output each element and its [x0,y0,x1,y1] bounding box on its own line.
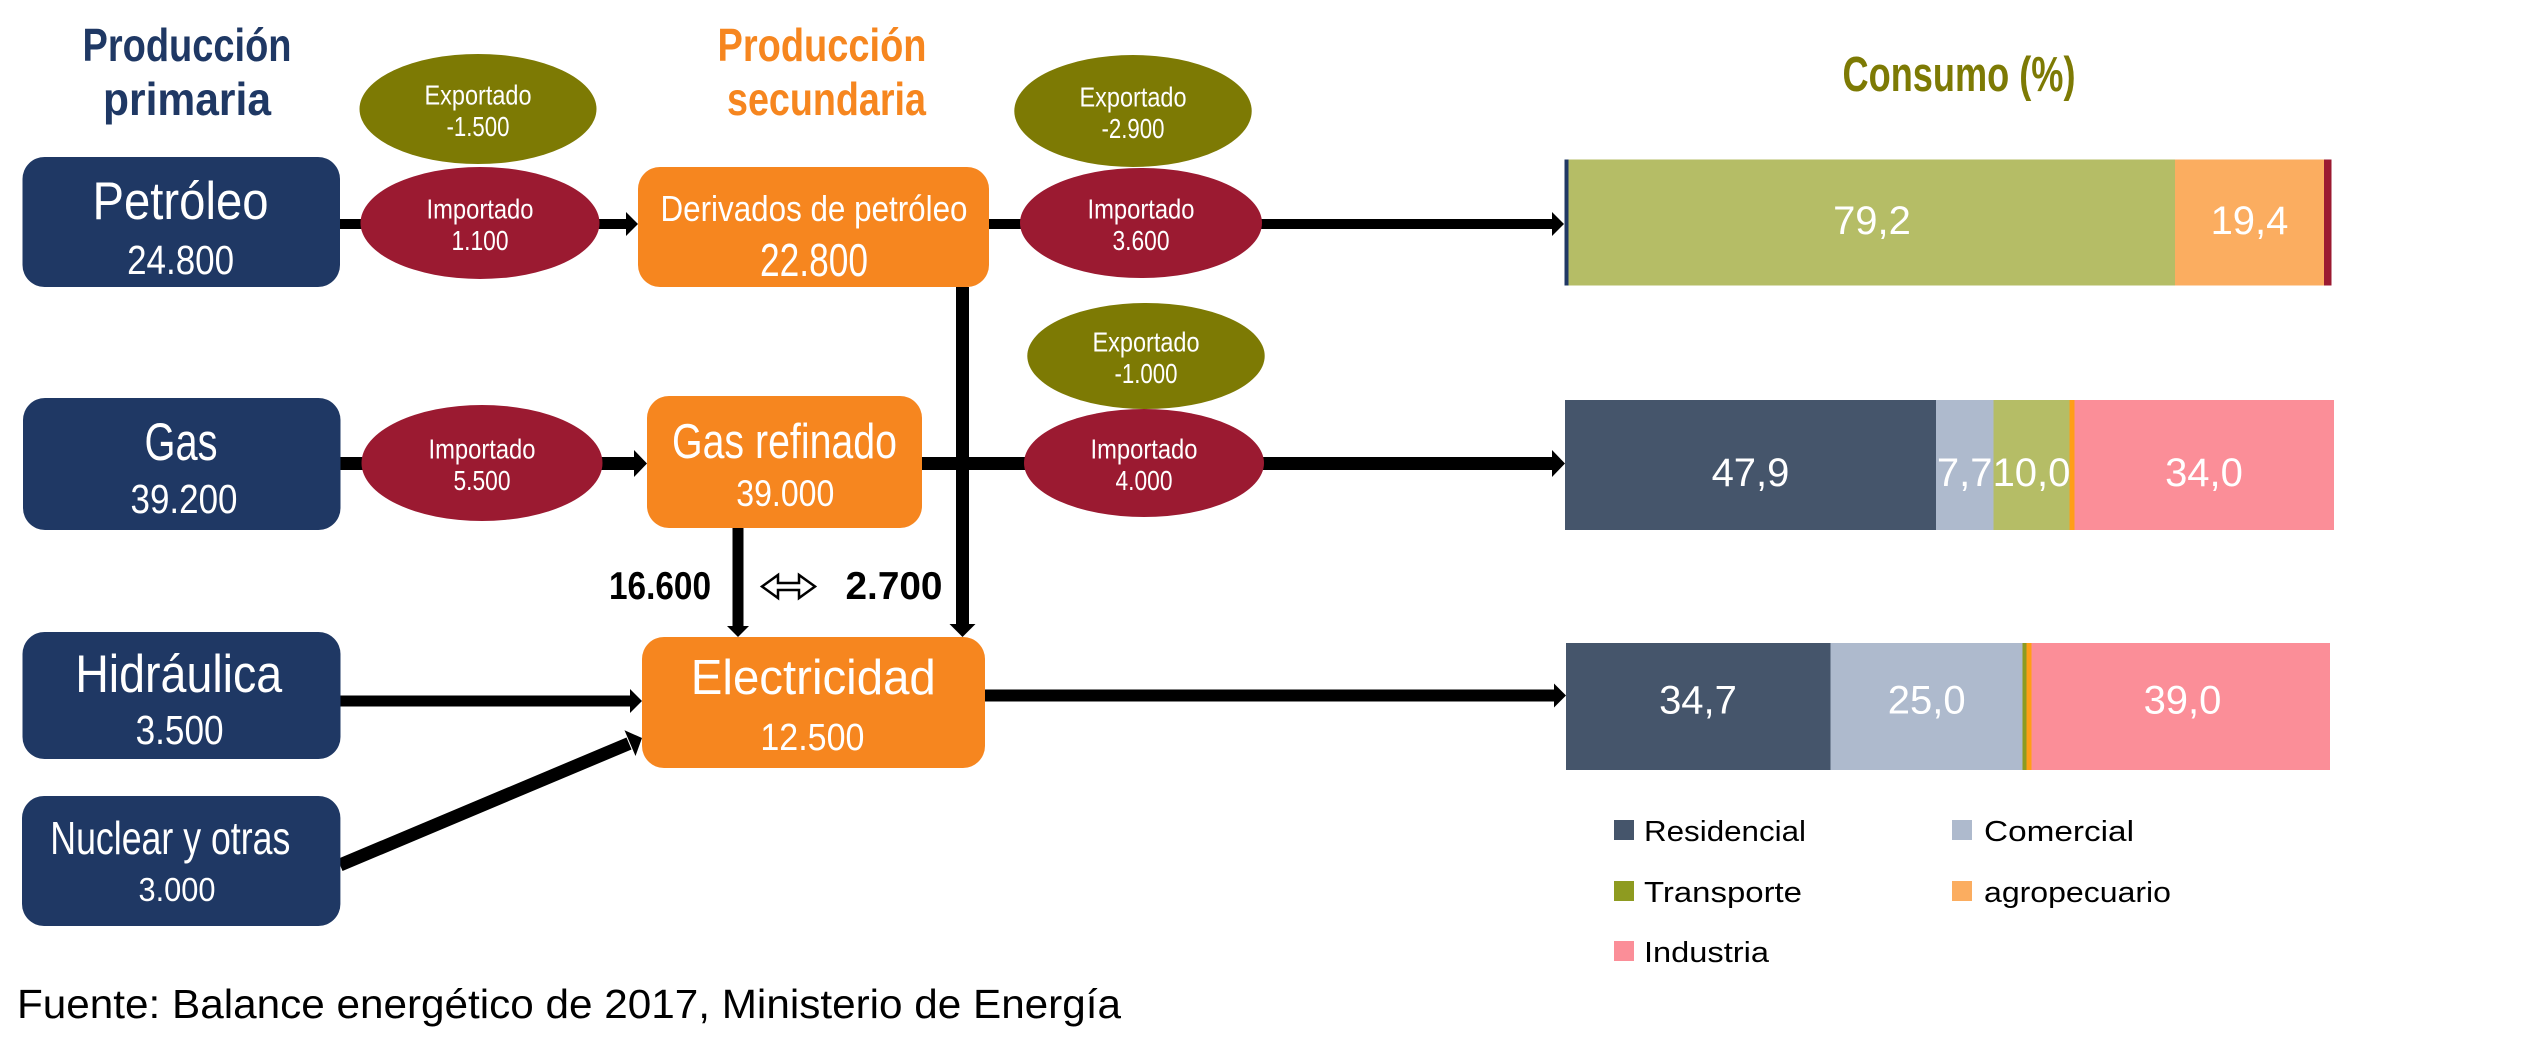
svg-text:39.200: 39.200 [131,476,238,522]
svg-text:34,7: 34,7 [1659,679,1737,723]
svg-text:24.800: 24.800 [127,237,234,283]
svg-text:22.800: 22.800 [760,234,868,286]
svg-text:Petróleo: Petróleo [93,172,269,231]
svg-text:79,2: 79,2 [1833,199,1911,243]
svg-text:Electricidad: Electricidad [691,651,936,705]
svg-text:19,4: 19,4 [2211,199,2289,243]
svg-text:Transporte: Transporte [1644,877,1802,909]
svg-text:16.600: 16.600 [609,565,711,608]
svg-text:Importado: Importado [429,434,536,465]
svg-text:Exportado: Exportado [1080,82,1187,113]
svg-text:2.700: 2.700 [846,565,943,608]
svg-text:Industria: Industria [1644,937,1770,969]
svg-text:5.500: 5.500 [454,465,511,496]
svg-text:3.000: 3.000 [139,871,216,908]
svg-text:Residencial: Residencial [1644,816,1806,848]
svg-text:Producción: Producción [718,19,927,71]
svg-text:Consumo (%): Consumo (%) [1843,48,2076,102]
svg-text:39,0: 39,0 [2144,679,2222,723]
svg-text:Importado: Importado [427,194,534,225]
svg-text:-1.500: -1.500 [447,111,510,142]
svg-text:Gas: Gas [145,413,218,472]
svg-text:agropecuario: agropecuario [1984,877,2171,909]
svg-text:34,0: 34,0 [2165,451,2243,495]
svg-text:10,0: 10,0 [1993,451,2071,495]
svg-text:3.600: 3.600 [1113,225,1170,256]
svg-text:-2.900: -2.900 [1102,113,1165,144]
svg-text:Exportado: Exportado [425,80,532,111]
svg-text:47,9: 47,9 [1712,451,1790,495]
svg-text:Producción: Producción [83,19,292,71]
svg-text:Derivados de petróleo: Derivados de petróleo [661,188,968,229]
svg-text:39.000: 39.000 [736,473,834,514]
svg-text:7,7: 7,7 [1937,451,1993,495]
svg-text:Nuclear y otras: Nuclear y otras [50,812,290,864]
svg-text:1.100: 1.100 [452,225,509,256]
svg-text:Importado: Importado [1091,434,1198,465]
svg-text:Fuente: Balance energético de: Fuente: Balance energético de 2017, Mini… [17,981,1121,1027]
svg-text:secundaria: secundaria [727,73,926,125]
svg-text:-1.000: -1.000 [1115,358,1178,389]
svg-text:12.500: 12.500 [760,717,864,759]
svg-text:Hidráulica: Hidráulica [75,645,282,704]
svg-text:primaria: primaria [103,73,271,125]
svg-text:3.500: 3.500 [136,707,224,753]
svg-text:Comercial: Comercial [1984,816,2134,848]
svg-text:Importado: Importado [1088,194,1195,225]
svg-text:4.000: 4.000 [1116,465,1173,496]
svg-text:25,0: 25,0 [1888,679,1966,723]
svg-text:Gas refinado: Gas refinado [672,415,897,469]
svg-text:Exportado: Exportado [1093,327,1200,358]
